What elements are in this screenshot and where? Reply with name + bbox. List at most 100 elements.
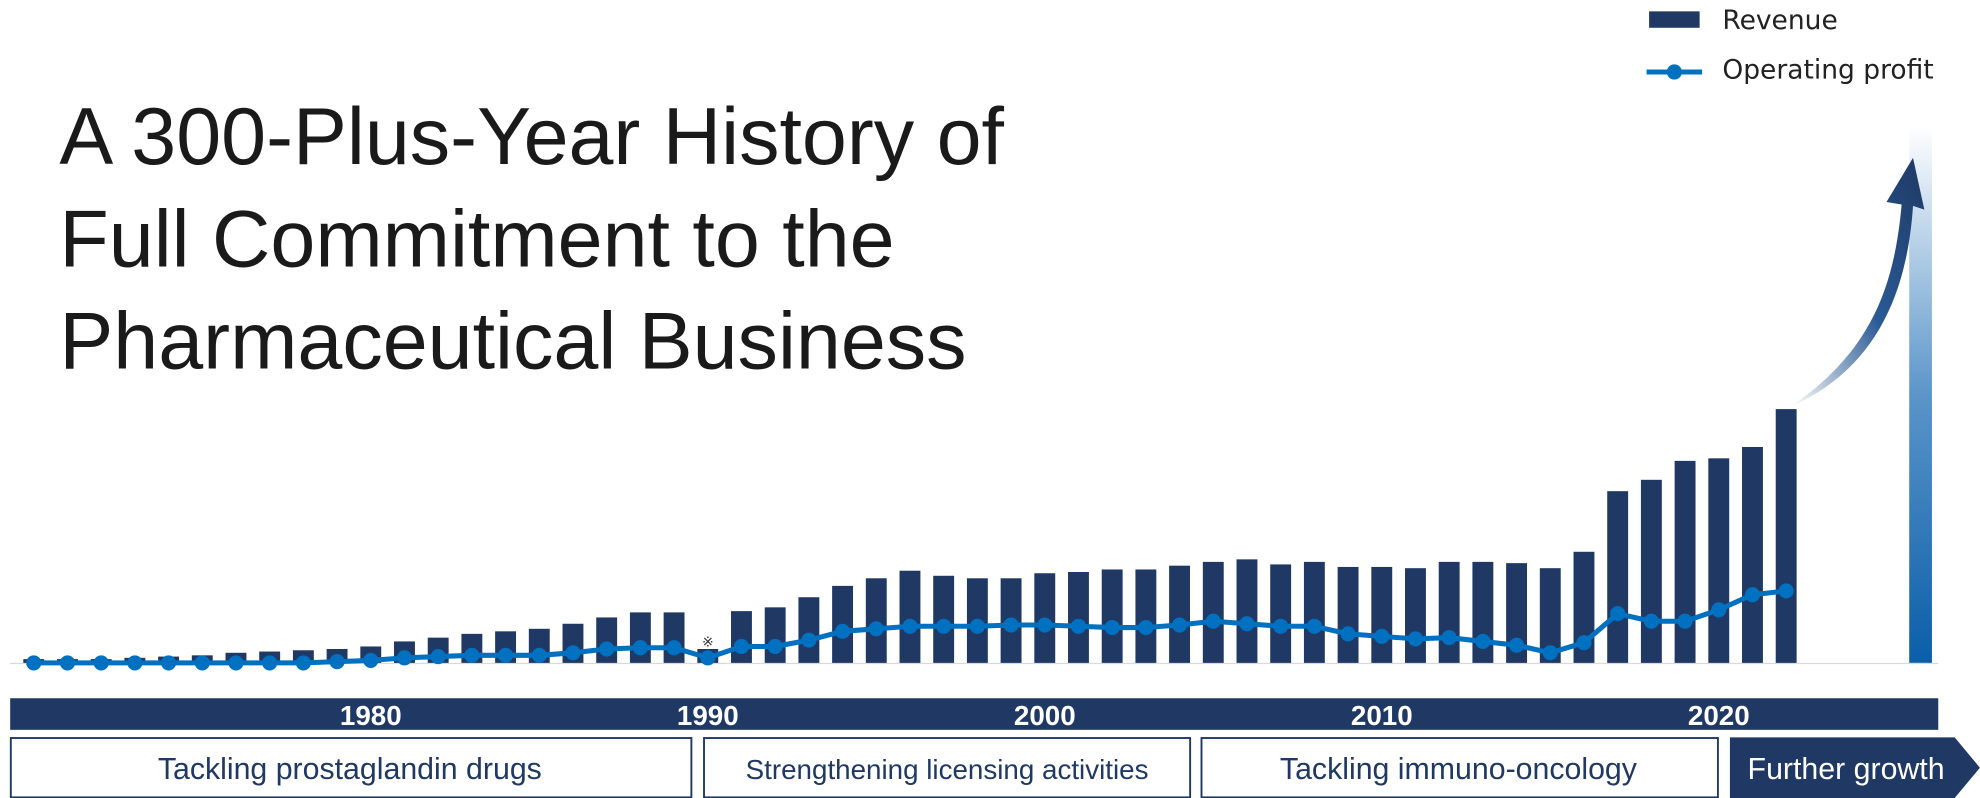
- point: [531, 647, 547, 663]
- legend-swatch: [1666, 64, 1682, 80]
- point: [295, 655, 311, 671]
- point: [632, 640, 648, 656]
- point: [1340, 626, 1356, 642]
- bar: [1337, 566, 1359, 663]
- x-tick-label: 2000: [1014, 700, 1076, 731]
- point: [1104, 619, 1120, 636]
- point: [1610, 606, 1626, 622]
- point: [936, 618, 952, 634]
- bar: [1607, 491, 1629, 663]
- point: [1239, 616, 1255, 632]
- point: [902, 618, 918, 634]
- point: [767, 638, 783, 655]
- legend-label: Operating profit: [1722, 54, 1933, 85]
- bar: [1135, 569, 1157, 663]
- phase-label: Tackling prostaglandin drugs: [158, 753, 542, 786]
- bar: [1640, 479, 1662, 663]
- bar: [1169, 565, 1191, 663]
- point: [733, 638, 750, 655]
- bar: [1405, 568, 1426, 663]
- point: [59, 655, 76, 671]
- x-tick-label: 1990: [677, 700, 739, 731]
- point: [160, 655, 177, 671]
- bar: [764, 607, 786, 663]
- point: [1374, 628, 1390, 644]
- point: [329, 654, 345, 670]
- bar: [1438, 561, 1460, 663]
- point: [1138, 619, 1154, 636]
- bar: [899, 570, 921, 663]
- bar: [1775, 409, 1797, 663]
- phase-arrow: [1729, 737, 1980, 798]
- phase-label: Strengthening licensing activities: [746, 754, 1149, 785]
- point: [1643, 613, 1659, 629]
- point: [666, 640, 682, 656]
- point: [1441, 630, 1457, 646]
- phase-box: [1200, 737, 1719, 798]
- point: [464, 647, 480, 663]
- point: [363, 652, 379, 668]
- point: [565, 645, 581, 661]
- bar: [1742, 446, 1763, 663]
- point: [1306, 618, 1322, 634]
- phase-box: [703, 737, 1192, 798]
- point: [430, 649, 446, 665]
- point: [228, 655, 244, 671]
- point: [1037, 617, 1053, 633]
- point: [1475, 633, 1491, 650]
- point: [127, 655, 143, 671]
- point: [700, 650, 716, 666]
- bar: [1303, 561, 1325, 663]
- point: [1711, 602, 1727, 618]
- growth-arrow: [1790, 157, 1925, 407]
- point: [1205, 613, 1221, 629]
- point: [868, 621, 884, 637]
- growth-bar: [1909, 126, 1932, 663]
- title-line: Pharmaceutical Business: [59, 297, 966, 387]
- phase-label: Tackling immuno-oncology: [1280, 753, 1638, 786]
- point: [1677, 613, 1693, 629]
- bar: [798, 597, 820, 663]
- bar: [1270, 564, 1292, 663]
- point: [262, 655, 278, 671]
- point: [1003, 617, 1019, 633]
- point: [1273, 618, 1289, 634]
- point: [1171, 617, 1188, 633]
- point: [1576, 635, 1592, 651]
- point: [26, 655, 42, 671]
- phases: Tackling prostaglandin drugs Strengtheni…: [9, 737, 1980, 798]
- bar: [1539, 568, 1561, 663]
- title-line: Full Commitment to the: [59, 194, 894, 284]
- x-tick-label: 1980: [340, 700, 402, 731]
- bar: [1506, 563, 1528, 663]
- bar: [1236, 559, 1258, 663]
- x-tick-label: 2020: [1688, 700, 1750, 731]
- point: [93, 655, 109, 671]
- point: [1070, 618, 1087, 634]
- phase-box: [9, 737, 693, 798]
- title-line: A 300-Plus-Year History of: [59, 92, 1004, 182]
- legend-swatch: [1649, 11, 1700, 28]
- point: [1744, 587, 1761, 603]
- timeline-bar: [10, 698, 1939, 730]
- point: [834, 623, 851, 639]
- point: [969, 618, 985, 634]
- bar: [1674, 460, 1696, 663]
- annotation: ※: [702, 633, 714, 649]
- point: [1542, 645, 1558, 661]
- bar: [1202, 561, 1224, 663]
- bar: [1101, 569, 1123, 663]
- point: [194, 655, 210, 671]
- bar: [1068, 571, 1089, 663]
- point: [497, 647, 514, 663]
- point: [1508, 637, 1525, 653]
- point: [599, 641, 615, 657]
- point: [1778, 583, 1794, 599]
- bar: [1708, 458, 1730, 663]
- bar: [1371, 566, 1393, 663]
- bar: [731, 611, 752, 663]
- legend-label: Revenue: [1722, 5, 1837, 36]
- phase-label: Further growth: [1748, 753, 1945, 786]
